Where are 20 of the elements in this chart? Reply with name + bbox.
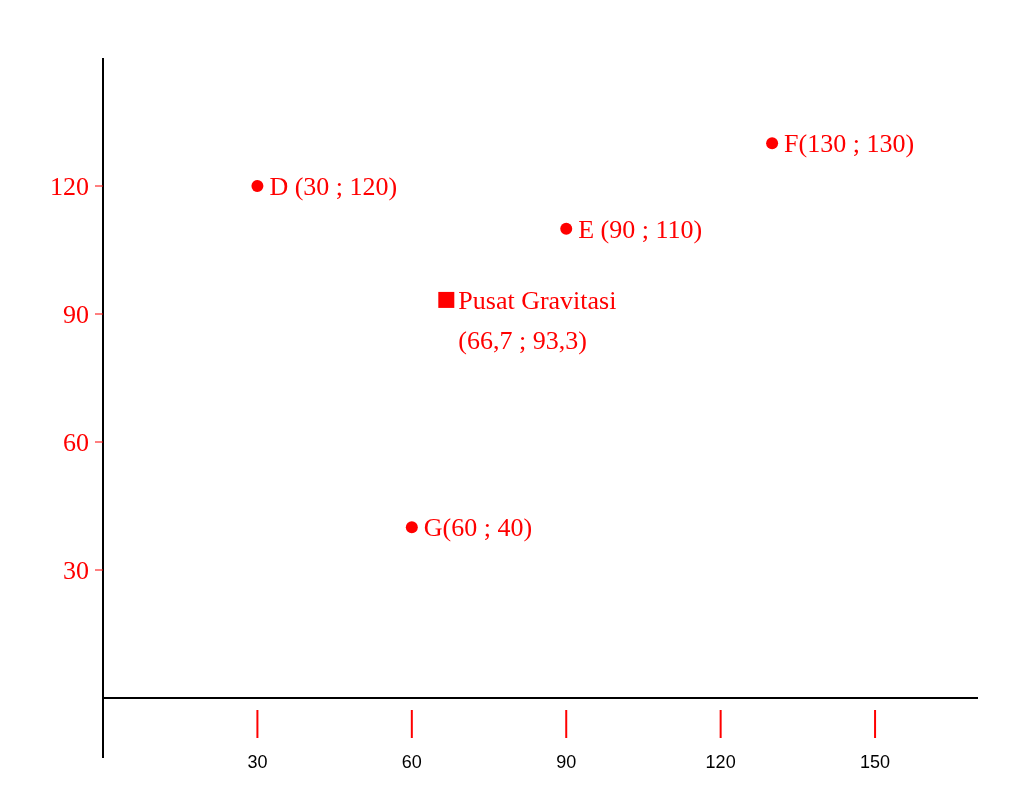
- annotation: F(130 ; 130): [784, 129, 915, 159]
- y-tick-label: 120: [50, 172, 89, 202]
- x-tick-label: 150: [860, 752, 891, 772]
- annotation: E (90 ; 110): [578, 214, 703, 244]
- x-tick-label: 90: [556, 752, 577, 772]
- point: [766, 137, 779, 150]
- x-tick-label: 120: [705, 752, 736, 772]
- point: [560, 222, 573, 235]
- y-tick-label: 90: [63, 300, 89, 330]
- x-tick-label: 60: [401, 752, 422, 772]
- annotation: (66,7 ; 93,3): [458, 325, 587, 355]
- annotation: Pusat Gravitasi: [458, 285, 617, 315]
- annotation: D (30 ; 120): [269, 172, 398, 201]
- point: [438, 291, 455, 308]
- x-tick-label: 30: [247, 752, 268, 772]
- point: [405, 521, 418, 534]
- y-tick-label: 30: [63, 556, 89, 586]
- point: [251, 180, 264, 192]
- y-tick-label: 60: [63, 428, 89, 458]
- annotation: G(60 ; 40): [423, 513, 533, 543]
